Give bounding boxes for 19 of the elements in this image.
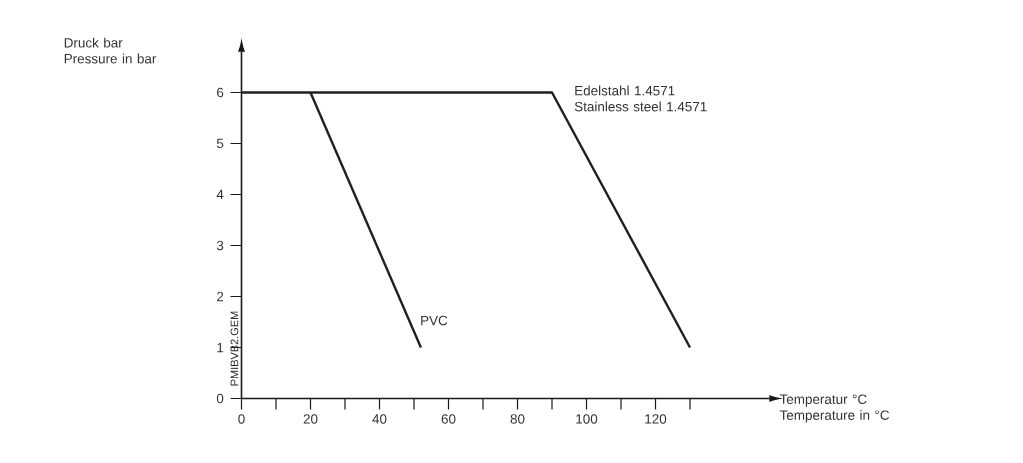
y-axis-title: Druck bar Pressure in bar xyxy=(64,37,157,64)
x-tick-label: 120 xyxy=(645,414,667,424)
x-tick-label: 60 xyxy=(441,414,456,424)
y-tick-label: 0 xyxy=(216,393,224,404)
y-tick-label: 1 xyxy=(217,342,224,353)
x-tick-label: 20 xyxy=(303,414,318,424)
x-tick-label: 40 xyxy=(372,414,387,424)
y-tick-label: 3 xyxy=(216,240,224,251)
y-tick-label: 4 xyxy=(216,189,224,200)
x-tick-label: 80 xyxy=(510,414,525,424)
y-tick-label: 5 xyxy=(216,138,224,149)
x-axis-title: Temperatur °C Temperature in °C xyxy=(779,394,890,423)
text: PMIBVB2.GEM xyxy=(230,311,239,386)
series-label: PVC xyxy=(421,315,448,326)
x-tick-label: 0 xyxy=(238,414,245,424)
y-tick-label: 2 xyxy=(217,291,224,302)
y-tick-label: 6 xyxy=(217,87,224,98)
x-tick-label: 100 xyxy=(576,414,598,424)
series-label: Edelstahl 1.4571 Stainless steel 1.4571 xyxy=(574,85,707,112)
